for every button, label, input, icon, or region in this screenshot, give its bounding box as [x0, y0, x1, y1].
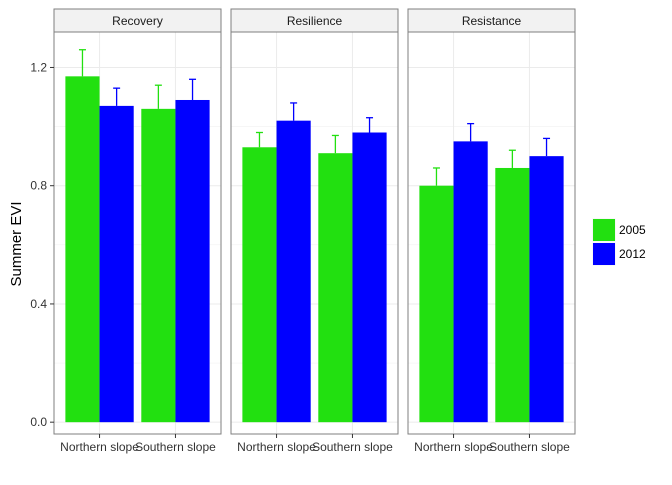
panel-border [53, 31, 222, 435]
x-tick-label: Southern slope [489, 440, 570, 454]
bar-2005 [141, 108, 176, 423]
x-tick-label: Northern slope [60, 440, 139, 454]
x-tick-label: Northern slope [237, 440, 316, 454]
legend-label-2012: 2012 [619, 247, 646, 261]
legend-swatch-2005 [593, 219, 615, 241]
y-tick-label: 0.0 [30, 415, 47, 429]
facet-title-recovery: Recovery [112, 14, 163, 28]
bar-2005 [419, 185, 454, 423]
facet-title-resistance: Resistance [462, 14, 522, 28]
bar-2005 [242, 147, 277, 423]
bar-2012 [99, 105, 134, 423]
panel-border [407, 31, 576, 435]
bar-2012 [453, 141, 488, 423]
facet-title-resilience: Resilience [287, 14, 343, 28]
bar-2012 [175, 99, 210, 423]
panel-border [230, 31, 399, 435]
bar-2005 [65, 76, 100, 423]
y-axis-label: Summer EVI [8, 201, 25, 286]
x-tick-label: Northern slope [414, 440, 493, 454]
bar-2012 [529, 156, 564, 423]
y-tick-label: 1.2 [30, 60, 47, 74]
bar-2012 [276, 120, 311, 423]
bar-2012 [352, 132, 387, 423]
legend-swatch-2012 [593, 243, 615, 265]
x-tick-label: Southern slope [135, 440, 216, 454]
bar-2005 [495, 167, 530, 423]
bar-2005 [318, 153, 353, 423]
y-tick-label: 0.8 [30, 179, 47, 193]
y-tick-label: 0.4 [30, 297, 47, 311]
legend-label-2005: 2005 [619, 223, 646, 237]
x-tick-label: Southern slope [312, 440, 393, 454]
